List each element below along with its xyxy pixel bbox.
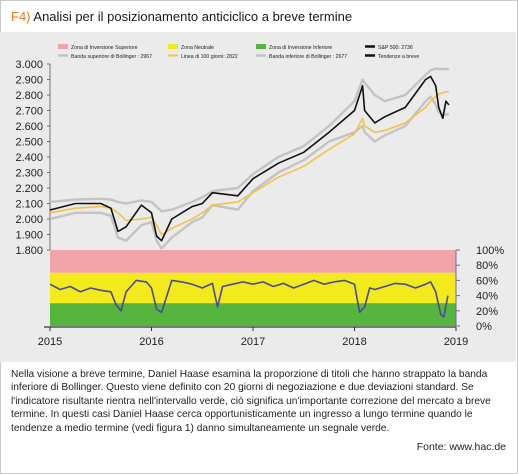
legend-label: Tendenze a breve xyxy=(378,54,419,60)
price-y-tick-label: 2.200 xyxy=(15,183,43,195)
price-y-tick-label: 2.400 xyxy=(15,152,43,164)
price-series-2 xyxy=(49,90,449,236)
legend-swatch xyxy=(168,44,178,49)
x-tick-label: 2015 xyxy=(38,336,62,348)
indicator-zone-2 xyxy=(50,303,456,326)
price-series-1 xyxy=(49,67,449,213)
x-tick-label: 2017 xyxy=(241,336,265,348)
legend-label: Zona di Inversione Inferiore xyxy=(269,45,332,51)
indicator-y-tick-label: 80% xyxy=(476,260,498,272)
legend-swatch xyxy=(256,44,266,49)
indicator-y-tick-label: 40% xyxy=(476,291,498,303)
figure-source: Fonte: www.hac.de xyxy=(416,441,506,453)
figure-tag: F4) xyxy=(11,9,31,24)
legend-label: Banda inferiore di Bollinger : 2677 xyxy=(269,54,347,60)
indicator-y-tick-label: 0% xyxy=(476,321,492,333)
price-y-tick-label: 1.900 xyxy=(15,230,43,242)
indicator-series xyxy=(49,279,449,318)
legend-label: Banda superiore di Bollinger : 2967 xyxy=(71,54,152,60)
price-y-tick-label: 3.000 xyxy=(15,59,43,71)
legend-label: Zona Neutrale xyxy=(181,45,214,51)
price-chart: 3.000 2.900 2.800 2.700 2.600 2.500 2.400 2.300… xyxy=(15,59,450,257)
price-series-3 xyxy=(49,95,450,250)
legend: Zona di Inversione Superiore Zona Neutral… xyxy=(58,44,419,60)
indicator-zone-1 xyxy=(50,272,456,304)
indicator-y-tick-label: 60% xyxy=(476,275,498,287)
indicator-y-tick-label: 100% xyxy=(476,245,504,257)
x-tick-label: 2016 xyxy=(139,336,163,348)
price-y-tick-label: 2.000 xyxy=(15,214,43,226)
indicator-chart: 100% 80% 60% 40% 20% 0% 2015 2016 2017 2018 2019 xyxy=(38,245,505,348)
chart-svg: Zona di Inversione Superiore Zona Neutral… xyxy=(15,44,505,348)
x-tick-label: 2019 xyxy=(444,336,468,348)
price-y-tick-label: 2.300 xyxy=(15,168,43,180)
indicator-y-tick-label: 20% xyxy=(476,306,498,318)
price-y-tick-label: 1.800 xyxy=(15,245,43,257)
legend-label: Zona di Inversione Superiore xyxy=(71,45,138,51)
price-series-0 xyxy=(49,75,450,242)
price-y-tick-label: 2.100 xyxy=(15,199,43,211)
price-y-tick-label: 2.900 xyxy=(15,75,43,87)
x-tick-label: 2018 xyxy=(342,336,366,348)
figure-description: Nella visione a breve termine, Daniel Ha… xyxy=(11,369,491,434)
legend-label: Linea di 100 giorni: 2822 xyxy=(181,54,238,60)
price-y-tick-label: 2.800 xyxy=(15,90,43,102)
figure-title-text: Analisi per il posizionamento anticiclic… xyxy=(33,9,353,24)
price-y-tick-label: 2.600 xyxy=(15,121,43,133)
figure-title: F4) Analisi per il posizionamento antici… xyxy=(11,9,352,24)
legend-label: S&P 500: 2736 xyxy=(378,45,413,51)
price-y-tick-label: 2.500 xyxy=(15,137,43,149)
indicator-zone-0 xyxy=(50,250,456,273)
price-y-tick-label: 2.700 xyxy=(15,106,43,118)
legend-swatch xyxy=(58,44,68,49)
